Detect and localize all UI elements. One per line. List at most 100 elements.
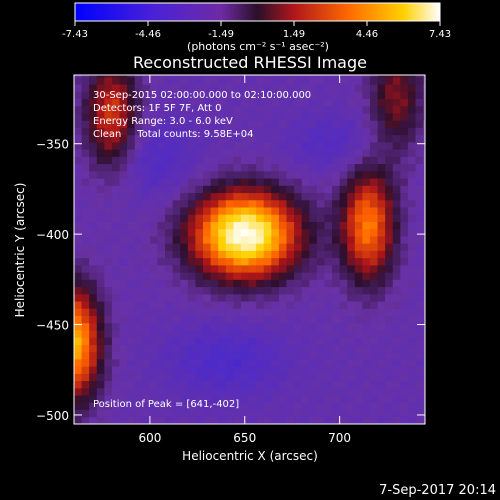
- heatmap-cell: [172, 409, 181, 418]
- heatmap-cell: [119, 387, 128, 396]
- heatmap-cell: [89, 380, 98, 389]
- heatmap-cell: [134, 402, 143, 411]
- heatmap-cell: [180, 337, 189, 345]
- heatmap-cell: [271, 264, 280, 273]
- heatmap-cell: [89, 322, 98, 331]
- heatmap-cell: [256, 170, 265, 179]
- heatmap-cell: [256, 286, 265, 295]
- heatmap-cell: [286, 192, 295, 201]
- heatmap-cell: [180, 286, 189, 295]
- heatmap-cell: [271, 279, 280, 288]
- heatmap-cell: [240, 243, 250, 251]
- heatmap-cell: [354, 84, 363, 92]
- heatmap-cell: [286, 207, 295, 215]
- heatmap-cell: [377, 264, 386, 273]
- heatmap-cell: [104, 337, 113, 345]
- heatmap-cell: [149, 75, 158, 78]
- heatmap-cell: [127, 257, 136, 266]
- heatmap-cell: [286, 178, 295, 186]
- heatmap-cell: [119, 235, 128, 244]
- heatmap-cell: [225, 163, 234, 172]
- heatmap-cell: [271, 75, 280, 78]
- heatmap-cell: [149, 279, 158, 288]
- heatmap-cell: [203, 380, 212, 389]
- heatmap-cell: [347, 337, 356, 345]
- heatmap-cell: [248, 409, 257, 418]
- heatmap-cell: [104, 243, 113, 251]
- heatmap-cell: [385, 75, 394, 78]
- heatmap-cell: [74, 199, 83, 208]
- heatmap-cell: [400, 170, 409, 179]
- heatmap-cell: [203, 156, 212, 165]
- heatmap-cell: [263, 329, 272, 338]
- heatmap-cell: [339, 112, 348, 121]
- heatmap-cell: [415, 250, 424, 259]
- heatmap-cell: [233, 293, 242, 302]
- heatmap-cell: [271, 402, 280, 411]
- heatmap-cell: [369, 84, 379, 92]
- heatmap-cell: [324, 366, 333, 374]
- heatmap-cell: [271, 301, 280, 309]
- heatmap-cell: [354, 127, 363, 136]
- heatmap-cell: [104, 84, 113, 92]
- heatmap-cell: [89, 264, 98, 273]
- heatmap-cell: [316, 329, 325, 338]
- heatmap-cell: [316, 235, 325, 244]
- heatmap-cell: [377, 337, 386, 345]
- heatmap-cell: [119, 358, 128, 367]
- heatmap-cell: [377, 170, 386, 179]
- heatmap-cell: [339, 301, 348, 309]
- heatmap-cell: [157, 387, 166, 396]
- heatmap-cell: [119, 91, 128, 99]
- heatmap-cell: [301, 178, 310, 186]
- heatmap-cell: [294, 337, 303, 345]
- heatmap-cell: [301, 76, 310, 85]
- heatmap-cell: [301, 250, 310, 259]
- heatmap-cell: [165, 84, 174, 92]
- heatmap-cell: [415, 395, 424, 403]
- heatmap-cell: [119, 373, 128, 382]
- heatmap-cell: [377, 91, 386, 99]
- heatmap-cell: [362, 221, 371, 230]
- heatmap-cell: [233, 192, 242, 201]
- heatmap-cell: [339, 105, 348, 114]
- heatmap-cell: [354, 380, 363, 389]
- heatmap-cell: [225, 272, 234, 280]
- heatmap-cell: [294, 214, 303, 222]
- heatmap-cell: [400, 308, 409, 316]
- heatmap-cell: [347, 75, 356, 78]
- heatmap-cell: [119, 380, 128, 389]
- heatmap-cell: [278, 395, 287, 403]
- heatmap-cell: [111, 329, 121, 338]
- heatmap-cell: [316, 221, 325, 230]
- heatmap-cell: [210, 192, 219, 201]
- heatmap-cell: [256, 351, 265, 360]
- heatmap-cell: [309, 170, 318, 179]
- heatmap-cell: [218, 235, 227, 244]
- heatmap-cell: [89, 387, 98, 396]
- heatmap-cell: [81, 178, 90, 186]
- heatmap-cell: [423, 264, 425, 273]
- heatmap-cell: [96, 105, 105, 114]
- heatmap-cell: [165, 329, 174, 338]
- heatmap-cell: [263, 207, 272, 215]
- heatmap-cell: [96, 286, 105, 295]
- heatmap-cell: [165, 178, 174, 186]
- heatmap-cell: [119, 243, 128, 251]
- heatmap-cell: [127, 308, 136, 316]
- heatmap-cell: [187, 228, 196, 237]
- heatmap-cell: [119, 192, 128, 201]
- heatmap-cell: [180, 170, 189, 179]
- heatmap-cell: [89, 214, 98, 222]
- heatmap-cell: [415, 387, 424, 396]
- heatmap-cell: [248, 286, 257, 295]
- heatmap-cell: [225, 228, 234, 237]
- heatmap-cell: [149, 178, 158, 186]
- heatmap-cell: [278, 112, 287, 121]
- heatmap-cell: [324, 185, 333, 194]
- heatmap-cell: [248, 112, 257, 121]
- heatmap-cell: [377, 358, 386, 367]
- heatmap-cell: [347, 185, 356, 194]
- heatmap-cell: [339, 199, 348, 208]
- heatmap-cell: [203, 76, 212, 85]
